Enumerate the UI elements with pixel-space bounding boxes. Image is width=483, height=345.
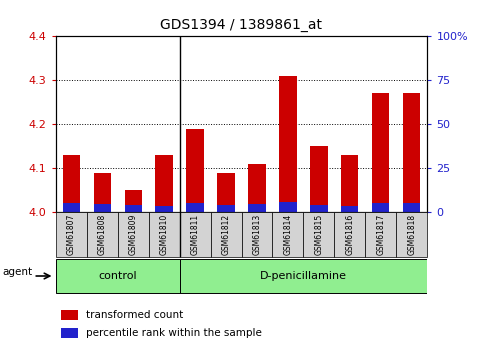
Text: GSM61813: GSM61813 [253,214,261,255]
Text: GSM61808: GSM61808 [98,214,107,255]
Bar [156,155,172,212]
Bar [334,212,366,257]
Bar [186,129,203,212]
Text: GSM61815: GSM61815 [314,214,324,255]
Text: GSM61812: GSM61812 [222,214,230,255]
Bar [61,310,78,320]
Text: agent: agent [3,267,33,277]
Bar [403,204,421,212]
Bar [366,212,397,257]
Bar [125,205,142,212]
Bar [156,206,172,212]
Bar [117,212,149,257]
Text: transformed count: transformed count [86,310,184,320]
Bar [303,212,334,257]
Bar [56,259,180,293]
Bar [372,93,389,212]
Text: D-penicillamine: D-penicillamine [260,271,347,281]
Bar [180,212,211,257]
Bar [311,146,327,212]
Bar [272,212,303,257]
Bar [217,205,235,212]
Text: GSM61811: GSM61811 [190,214,199,255]
Bar [311,205,327,212]
Bar [125,190,142,212]
Text: GSM61817: GSM61817 [376,214,385,255]
Text: GSM61810: GSM61810 [159,214,169,255]
Text: GSM61809: GSM61809 [128,214,138,255]
Bar [186,204,203,212]
Bar [248,164,266,212]
Bar [242,212,272,257]
Bar [211,212,242,257]
Bar [180,259,427,293]
Text: GSM61818: GSM61818 [408,214,416,255]
Bar [86,212,117,257]
Bar [62,155,80,212]
Bar [280,76,297,212]
Text: GSM61816: GSM61816 [345,214,355,255]
Bar [341,206,358,212]
Bar [372,204,389,212]
Text: percentile rank within the sample: percentile rank within the sample [86,328,262,338]
Bar [248,204,266,212]
Title: GDS1394 / 1389861_at: GDS1394 / 1389861_at [160,18,323,32]
Bar [280,203,297,212]
Bar [149,212,180,257]
Bar [61,328,78,337]
Bar [94,172,111,212]
Bar [341,155,358,212]
Text: GSM61814: GSM61814 [284,214,293,255]
Text: control: control [98,271,137,281]
Bar [94,204,111,212]
Bar [62,204,80,212]
Bar [403,93,421,212]
Bar [217,172,235,212]
Bar [56,212,86,257]
Bar [397,212,427,257]
Text: GSM61807: GSM61807 [67,214,75,255]
